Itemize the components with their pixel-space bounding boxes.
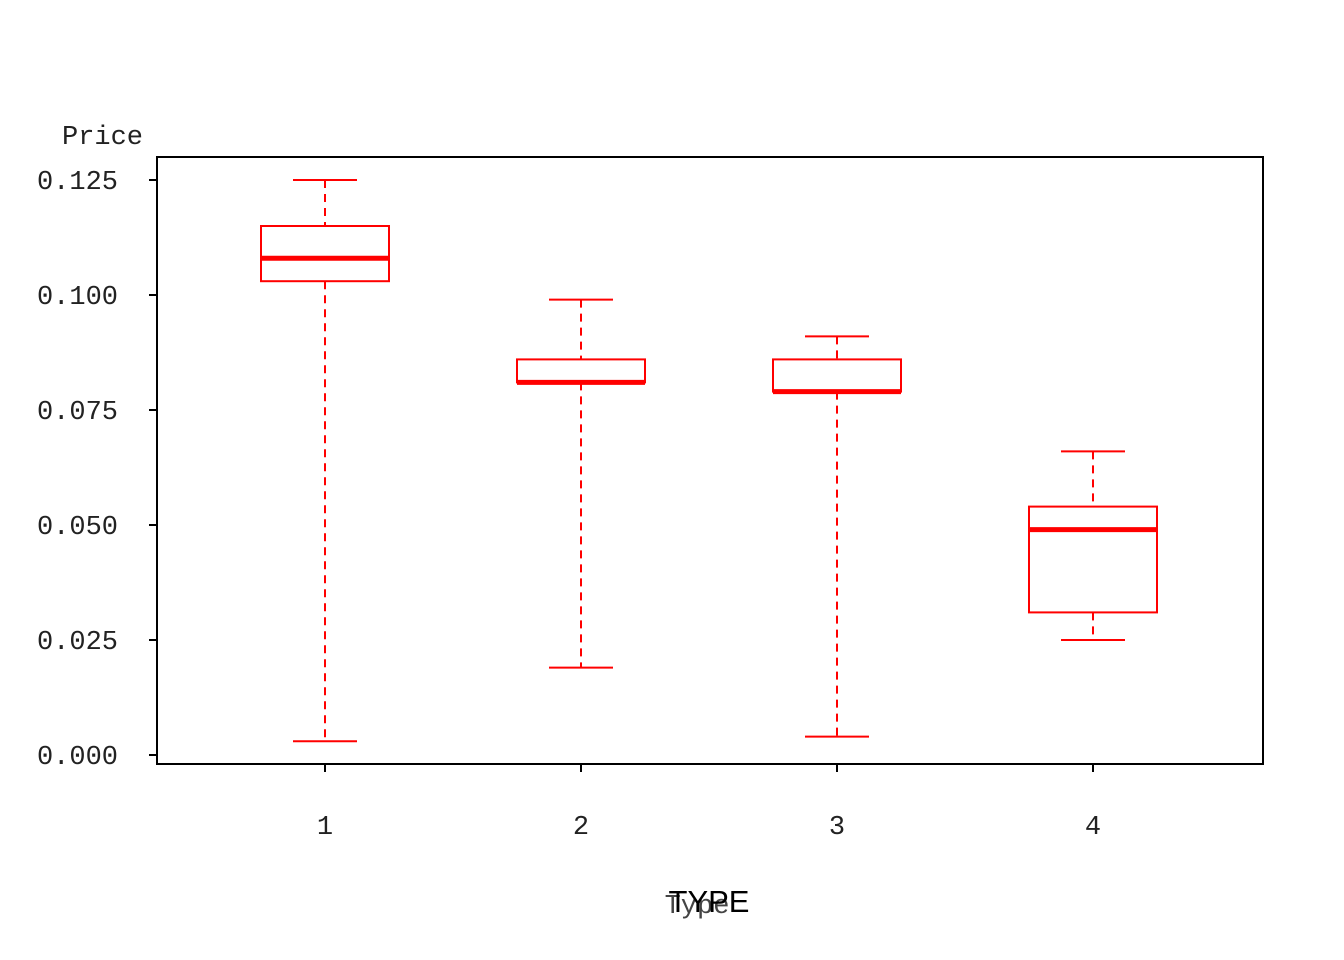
y-tick-label: 0.000	[37, 743, 118, 773]
y-tick-label: 0.050	[37, 513, 118, 543]
box-4	[1028, 450, 1158, 641]
x-axis-label-secondary: Type	[665, 892, 730, 922]
x-tick-label: 1	[317, 813, 333, 843]
y-tick-label: 0.025	[37, 628, 118, 658]
x-axis-label: TYPE	[669, 884, 750, 919]
x-tick-label: 3	[829, 813, 845, 843]
iqr-box	[260, 225, 390, 283]
iqr-box	[1028, 505, 1158, 614]
iqr-box	[516, 358, 646, 384]
x-tick-label: 4	[1085, 813, 1101, 843]
x-tick-label: 2	[573, 813, 589, 843]
box-series	[260, 179, 1158, 743]
y-tick-label: 0.125	[37, 168, 118, 198]
y-axis-label: Price	[62, 123, 143, 153]
x-axis: 1 2 3 4	[317, 764, 1101, 843]
box-3	[772, 335, 902, 738]
plot-area-frame	[156, 156, 1264, 765]
y-axis: 0.000 0.025 0.050 0.075 0.100 0.125	[37, 168, 157, 773]
box-1	[260, 179, 390, 743]
y-tick-label: 0.100	[37, 283, 118, 313]
y-tick-label: 0.075	[37, 398, 118, 428]
iqr-box	[772, 358, 902, 393]
box-2	[516, 298, 646, 669]
